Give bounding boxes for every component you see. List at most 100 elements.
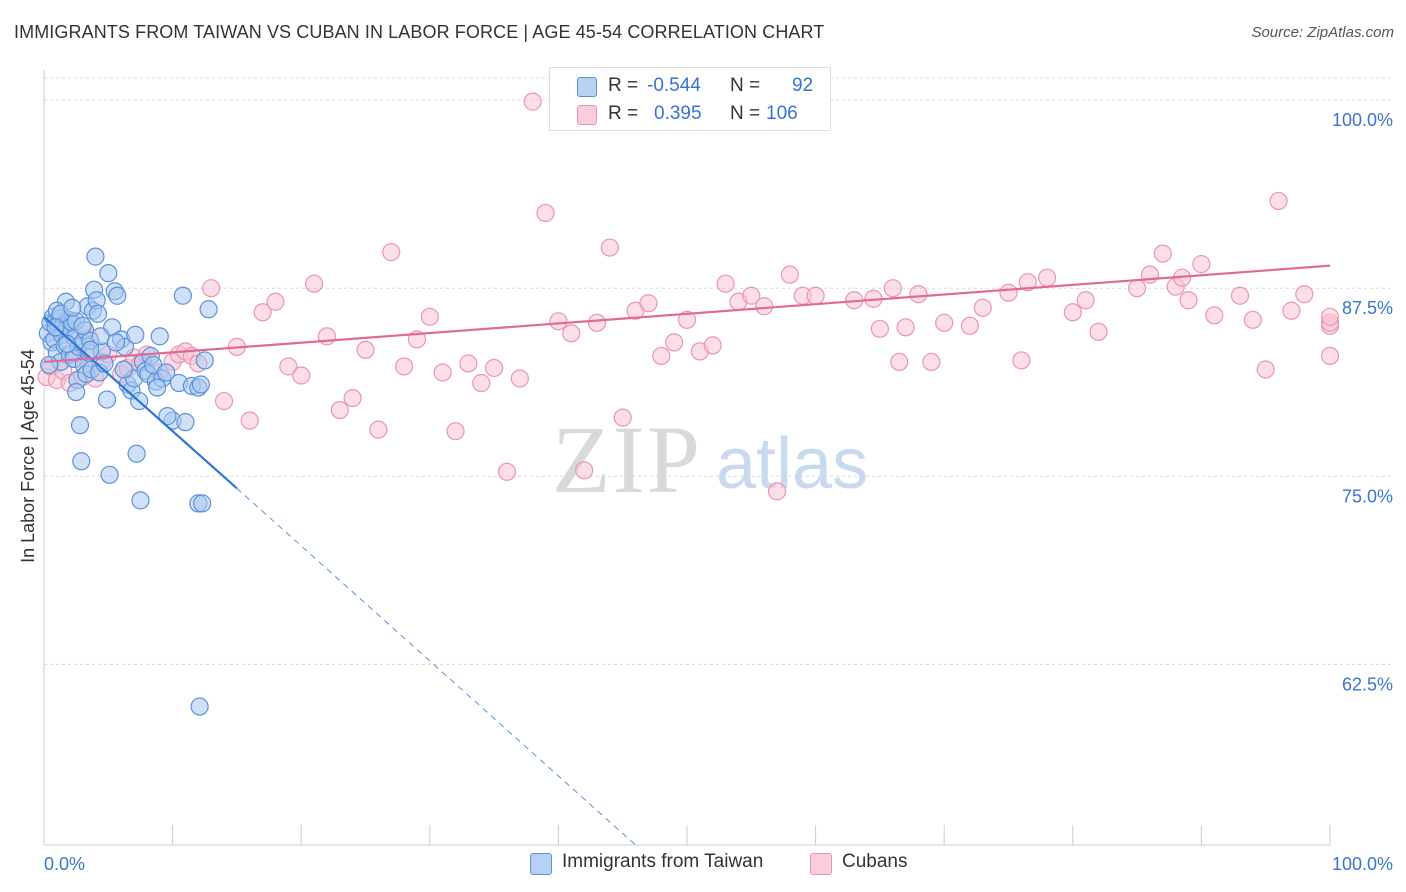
cubans-point	[960, 316, 980, 335]
cubans-point	[1018, 273, 1037, 292]
cubans-point	[510, 369, 529, 388]
taiwan-point	[106, 333, 126, 352]
cubans-point	[317, 327, 337, 346]
taiwan-point	[91, 327, 110, 346]
taiwan-point	[81, 340, 100, 360]
taiwan-point	[127, 444, 146, 463]
cubans-point	[266, 292, 285, 311]
cubans-point	[1230, 286, 1250, 305]
y-tick-label: 75.0%	[1342, 486, 1393, 506]
cubans-point	[742, 286, 761, 305]
cubans-trend-line	[43, 264, 1331, 364]
taiwan-point	[70, 416, 90, 435]
legend-n-value: 92	[792, 75, 814, 96]
y-tick-label: 100.0%	[1332, 110, 1393, 130]
legend-swatch-taiwan	[530, 853, 552, 875]
cubans-series	[37, 92, 1340, 501]
watermark: ZIP atlas	[552, 406, 868, 513]
cubans-point	[1076, 291, 1095, 310]
taiwan-trend-line	[43, 315, 238, 490]
cubans-point	[523, 92, 542, 111]
y-tick-label: 62.5%	[1342, 674, 1393, 694]
cubans-point	[485, 358, 504, 378]
cubans-point	[613, 408, 632, 427]
cubans-point	[1179, 291, 1198, 310]
cubans-point	[806, 286, 825, 305]
cubans-point	[1295, 285, 1314, 304]
y-axis-label: In Labor Force | Age 45-54	[18, 349, 38, 563]
cubans-point	[356, 340, 375, 360]
cubans-point	[330, 400, 349, 420]
cubans-point	[639, 294, 658, 313]
taiwan-point	[193, 494, 212, 513]
cubans-point	[420, 307, 439, 326]
cubans-point	[935, 313, 954, 332]
taiwan-point	[40, 355, 59, 375]
taiwan-point	[63, 298, 82, 317]
taiwan-trend-extension	[236, 487, 636, 846]
cubans-point	[1256, 360, 1275, 379]
cubans-point	[665, 333, 684, 352]
cubans-point	[1153, 244, 1172, 263]
cubans-point	[292, 366, 311, 385]
taiwan-point	[148, 378, 167, 397]
cubans-point	[253, 303, 272, 322]
legend-r-label: R =	[608, 103, 639, 124]
cubans-point	[870, 319, 890, 338]
cubans-point	[755, 297, 774, 316]
cubans-point	[202, 279, 221, 298]
chart-title: IMMIGRANTS FROM TAIWAN VS CUBAN IN LABOR…	[14, 22, 825, 42]
taiwan-point	[99, 264, 118, 283]
legend-row-taiwan: R = -0.544 N = 92	[550, 75, 830, 99]
cubans-point	[394, 357, 414, 376]
legend-r-label: R =	[608, 75, 639, 96]
cubans-point	[1205, 306, 1224, 325]
taiwan-point	[199, 300, 218, 319]
taiwan-point	[158, 407, 177, 426]
cubans-point	[214, 391, 234, 411]
legend-r-value: 0.395	[654, 103, 702, 124]
cubans-point	[600, 238, 619, 257]
cubans-point	[1037, 268, 1057, 287]
cubans-point	[780, 265, 799, 284]
taiwan-point	[88, 304, 108, 323]
taiwan-point	[67, 382, 86, 402]
tick-labels: 62.5% 75.0% 87.5% 100.0% 0.0% 100.0%	[44, 110, 1393, 874]
cubans-point	[1282, 301, 1301, 320]
x-tick-label: 100.0%	[1332, 854, 1393, 874]
cubans-point	[767, 482, 787, 501]
cubans-point	[433, 363, 452, 382]
taiwan-point	[72, 452, 91, 471]
cubans-point	[922, 352, 941, 372]
legend-swatch-cubans	[577, 105, 597, 125]
cubans-point	[1192, 255, 1211, 274]
correlation-legend: R = -0.544 N = 92 R = 0.395 N = 106	[549, 67, 831, 131]
cubans-point	[304, 274, 324, 293]
legend-n-value: 106	[766, 103, 798, 124]
cubans-point	[909, 285, 928, 304]
cubans-point	[562, 324, 581, 343]
cubans-point	[497, 462, 517, 481]
cubans-point	[343, 388, 362, 408]
cubans-point	[890, 352, 909, 372]
taiwan-point	[97, 390, 117, 409]
cubans-point	[536, 203, 555, 223]
cubans-point	[1012, 351, 1031, 370]
taiwan-point	[114, 360, 133, 379]
taiwan-point	[173, 286, 192, 305]
axes-layer	[43, 70, 1331, 846]
taiwan-point	[126, 325, 145, 344]
cubans-point	[896, 318, 915, 337]
taiwan-point	[176, 413, 195, 432]
cubans-point	[1243, 310, 1262, 329]
legend-row-cubans: R = 0.395 N = 106	[550, 103, 830, 127]
cubans-point	[446, 422, 465, 441]
legend-r-value: -0.544	[647, 75, 701, 96]
legend-n-label: N =	[730, 75, 761, 96]
cubans-point	[459, 354, 478, 373]
cubans-point	[716, 274, 735, 293]
cubans-point	[1127, 279, 1147, 298]
cubans-point	[973, 298, 992, 317]
taiwan-point	[150, 327, 169, 346]
